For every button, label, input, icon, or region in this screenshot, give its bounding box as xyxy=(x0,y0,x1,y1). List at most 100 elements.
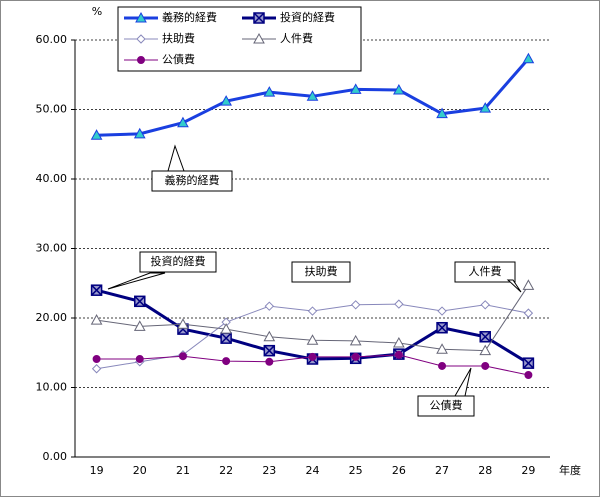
x-axis-label: 年度 xyxy=(559,463,581,477)
y-tick-label: 40.00 xyxy=(36,172,68,185)
annotation: 義務的経費 xyxy=(165,173,220,187)
x-tick-label: 27 xyxy=(435,464,449,477)
callout: 人件費 xyxy=(454,261,522,293)
callout-pointer xyxy=(454,367,472,397)
marker xyxy=(524,370,533,379)
x-tick-label: 24 xyxy=(306,464,320,477)
marker xyxy=(263,330,276,342)
marker xyxy=(351,352,360,361)
marker xyxy=(133,320,146,331)
marker xyxy=(134,295,146,308)
x-tick-label: 23 xyxy=(262,464,276,477)
y-tick-label: 60.00 xyxy=(36,33,68,46)
y-tick-label: 50.00 xyxy=(36,103,68,116)
callout: 公債費 xyxy=(417,367,475,417)
legend-label: 公債費 xyxy=(162,52,195,66)
marker xyxy=(394,350,403,359)
marker xyxy=(137,56,145,64)
y-tick-label: 30.00 xyxy=(36,242,68,255)
marker xyxy=(479,102,492,113)
marker xyxy=(480,300,490,310)
marker-cross xyxy=(134,295,146,307)
marker xyxy=(264,301,275,311)
annotation: 人件費 xyxy=(469,264,502,278)
marker xyxy=(135,11,147,23)
marker xyxy=(263,86,276,97)
marker xyxy=(436,343,448,354)
marker xyxy=(522,279,535,290)
marker xyxy=(481,361,490,370)
callout: 義務的経費 xyxy=(151,144,233,192)
marker xyxy=(522,357,535,369)
marker xyxy=(523,308,534,318)
x-tick-label: 29 xyxy=(521,464,535,477)
marker xyxy=(253,12,265,24)
callout-pointer xyxy=(167,144,185,172)
marker xyxy=(479,331,491,343)
marker xyxy=(133,127,146,139)
marker xyxy=(253,32,265,44)
marker xyxy=(306,90,319,101)
x-tick-label: 25 xyxy=(349,464,363,477)
callout-box xyxy=(291,261,351,283)
callout-pointer xyxy=(506,279,522,293)
annotation: 投資的経費 xyxy=(151,254,206,268)
marker xyxy=(436,107,448,119)
legend-label: 人件費 xyxy=(280,31,313,45)
marker xyxy=(306,334,319,345)
x-tick-label: 22 xyxy=(219,464,233,477)
x-tick-label: 21 xyxy=(176,464,190,477)
legend-label: 義務的経費 xyxy=(162,10,217,24)
marker xyxy=(393,336,405,348)
annotation: 公債費 xyxy=(430,398,463,412)
callout-box xyxy=(417,395,475,417)
marker xyxy=(91,364,102,374)
x-tick-label: 19 xyxy=(90,464,104,477)
marker xyxy=(308,352,317,361)
y-tick-label: 20.00 xyxy=(36,311,68,324)
x-tick-label: 20 xyxy=(133,464,147,477)
marker xyxy=(522,52,535,64)
callout-box xyxy=(454,261,516,283)
marker-cross xyxy=(436,322,448,334)
callout: 扶助費 xyxy=(291,261,351,283)
marker-cross xyxy=(522,357,534,369)
marker xyxy=(436,321,448,334)
marker xyxy=(393,84,405,95)
callout-box xyxy=(151,170,233,192)
legend-label: 投資的経費 xyxy=(280,10,335,24)
callout-pointer xyxy=(107,272,166,290)
marker xyxy=(263,344,276,357)
annotation: 扶助費 xyxy=(305,264,338,278)
marker-cross xyxy=(479,331,491,343)
marker xyxy=(220,323,232,334)
marker xyxy=(265,357,274,366)
marker xyxy=(92,355,101,364)
legend-label: 扶助費 xyxy=(162,31,195,45)
marker xyxy=(437,306,447,316)
marker-cross xyxy=(220,332,232,344)
callout-box xyxy=(139,251,217,273)
callout: 投資的経費 xyxy=(107,251,217,290)
marker xyxy=(349,334,362,346)
y-axis-label: % xyxy=(92,5,102,18)
marker xyxy=(177,318,189,329)
x-tick-label: 26 xyxy=(392,464,406,477)
marker xyxy=(90,129,103,140)
marker xyxy=(222,357,231,366)
x-tick-label: 28 xyxy=(478,464,492,477)
marker xyxy=(438,361,447,370)
marker xyxy=(178,352,187,361)
marker xyxy=(307,306,318,316)
marker xyxy=(135,355,144,364)
marker xyxy=(479,344,492,356)
marker-cross xyxy=(263,345,275,357)
marker xyxy=(220,332,232,344)
marker-cross xyxy=(253,12,265,24)
marker xyxy=(136,34,146,44)
y-tick-label: 0.00 xyxy=(43,450,68,463)
marker xyxy=(90,314,103,325)
marker xyxy=(220,95,232,106)
